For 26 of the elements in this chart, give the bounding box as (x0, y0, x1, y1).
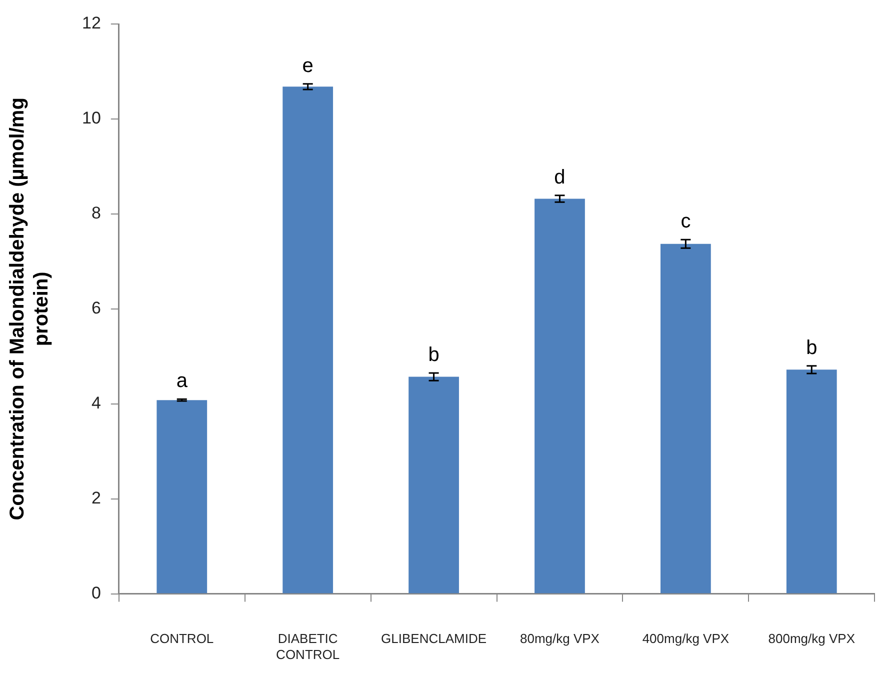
x-tick-label: 800mg/kg VPX (768, 631, 856, 646)
y-tick-label: 8 (91, 204, 101, 223)
y-axis-title: Concentration of Malondialdehyde (µmol/mg protein) (6, 98, 53, 520)
annotation: e (302, 54, 314, 77)
y-tick-label: 2 (91, 488, 101, 508)
bar (660, 244, 711, 594)
y-tick-label: 6 (91, 298, 101, 318)
x-tick-label: 80mg/kg VPX (520, 631, 600, 646)
annotation: d (554, 166, 566, 188)
x-tick-label: GLIBENCLAMIDE (381, 631, 487, 646)
x-tick-label: 400mg/kg VPX (642, 631, 730, 646)
bar (534, 198, 585, 594)
x-tick-label: CONTROL (150, 631, 214, 646)
bar (282, 86, 334, 594)
annotation: a (176, 370, 188, 392)
annotation: c (680, 210, 691, 233)
annotation: b (428, 344, 440, 366)
y-tick-label: 10 (82, 108, 101, 128)
x-tick-label: DIABETIC CONTROL (276, 631, 340, 662)
bar (786, 370, 837, 594)
y-tick-label: 4 (91, 394, 101, 413)
y-tick-label: 0 (91, 583, 101, 602)
y-tick-label: 12 (82, 14, 101, 33)
annotation: b (806, 336, 818, 359)
bar (156, 400, 208, 594)
bar (408, 376, 459, 594)
